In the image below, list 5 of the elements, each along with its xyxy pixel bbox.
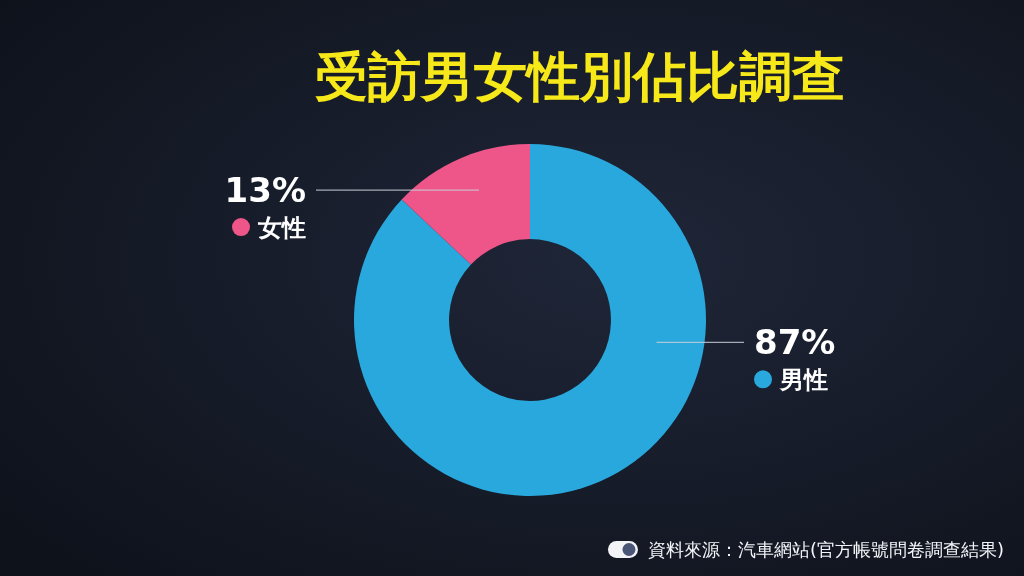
legend-label: 女性 [257, 214, 306, 243]
title: 受訪男女性別佔比調查 [315, 46, 845, 107]
data-label: 13% [224, 170, 306, 211]
data-label: 87% [754, 322, 836, 363]
legend-label: 男性 [779, 366, 828, 395]
